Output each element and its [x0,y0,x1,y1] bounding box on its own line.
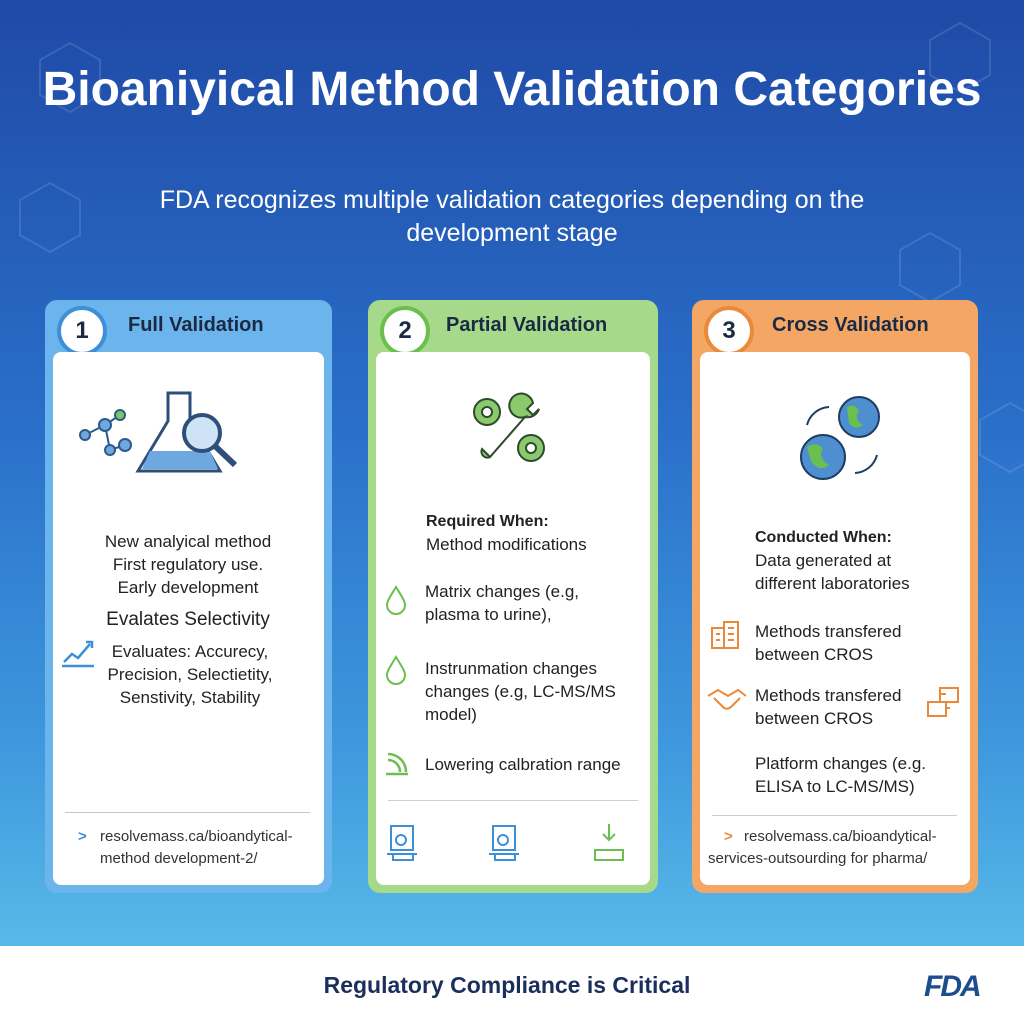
focus-text: Evalates Selectivity [106,609,270,630]
item: Lowering calbration range [425,755,621,774]
item: Instrunmation changes changes (e.g, LC-M… [425,659,616,724]
chevron: > [724,828,733,845]
handshake-icon [707,688,747,710]
card-number: 3 [704,306,754,356]
drop-icon [385,655,407,685]
divider [712,815,957,816]
card-title: Cross Validation [772,314,929,336]
instrument-icons [387,824,624,861]
chevron: > [78,828,87,845]
intro: Data generated at different laboratories [755,551,910,593]
drop-icon [385,585,407,615]
flow-icon [927,687,959,717]
globes-icon [800,396,880,480]
item: Methods transfered between CROS [755,622,902,664]
title: Bioaniyical Method Validation Categories [42,63,982,116]
link[interactable]: resolvemass.ca/bioandytical-services-out… [708,828,937,867]
heading: Required When: [426,513,549,530]
text-line: First regulatory use. [112,555,264,574]
intro: Method modifications [426,535,587,554]
fda-logo: FDA [924,970,982,1003]
item: Methods transfered between CROS [755,686,902,728]
lab-icon [79,391,238,473]
card-panel [376,352,650,885]
card-number: 1 [57,306,107,356]
text-line: New analyical method [104,532,272,551]
range-icon [386,752,408,776]
text-line: Early development [117,578,259,597]
item: Matrix changes (e.g, plasma to urine), [425,582,580,624]
card-number: 2 [380,306,430,356]
divider [388,800,638,801]
footer-text: Regulatory Compliance is Critical [323,972,691,998]
evaluates-text: Evaluates: Accurecy, Precision, Selectie… [107,642,273,707]
hex-pattern [0,0,1024,946]
subtitle: FDA recognizes multiple validation categ… [159,186,865,247]
chart-icon [62,640,94,668]
link[interactable]: resolvemass.ca/bioandytical-method devel… [100,828,293,867]
card-title: Partial Validation [446,314,608,336]
item: Platform changes (e.g. ELISA to LC-MS/MS… [755,754,927,796]
building-icon [711,621,739,649]
card-title: Full Validation [128,314,264,336]
gears-icon [473,392,545,462]
heading: Conducted When: [755,529,892,546]
divider [65,812,310,813]
